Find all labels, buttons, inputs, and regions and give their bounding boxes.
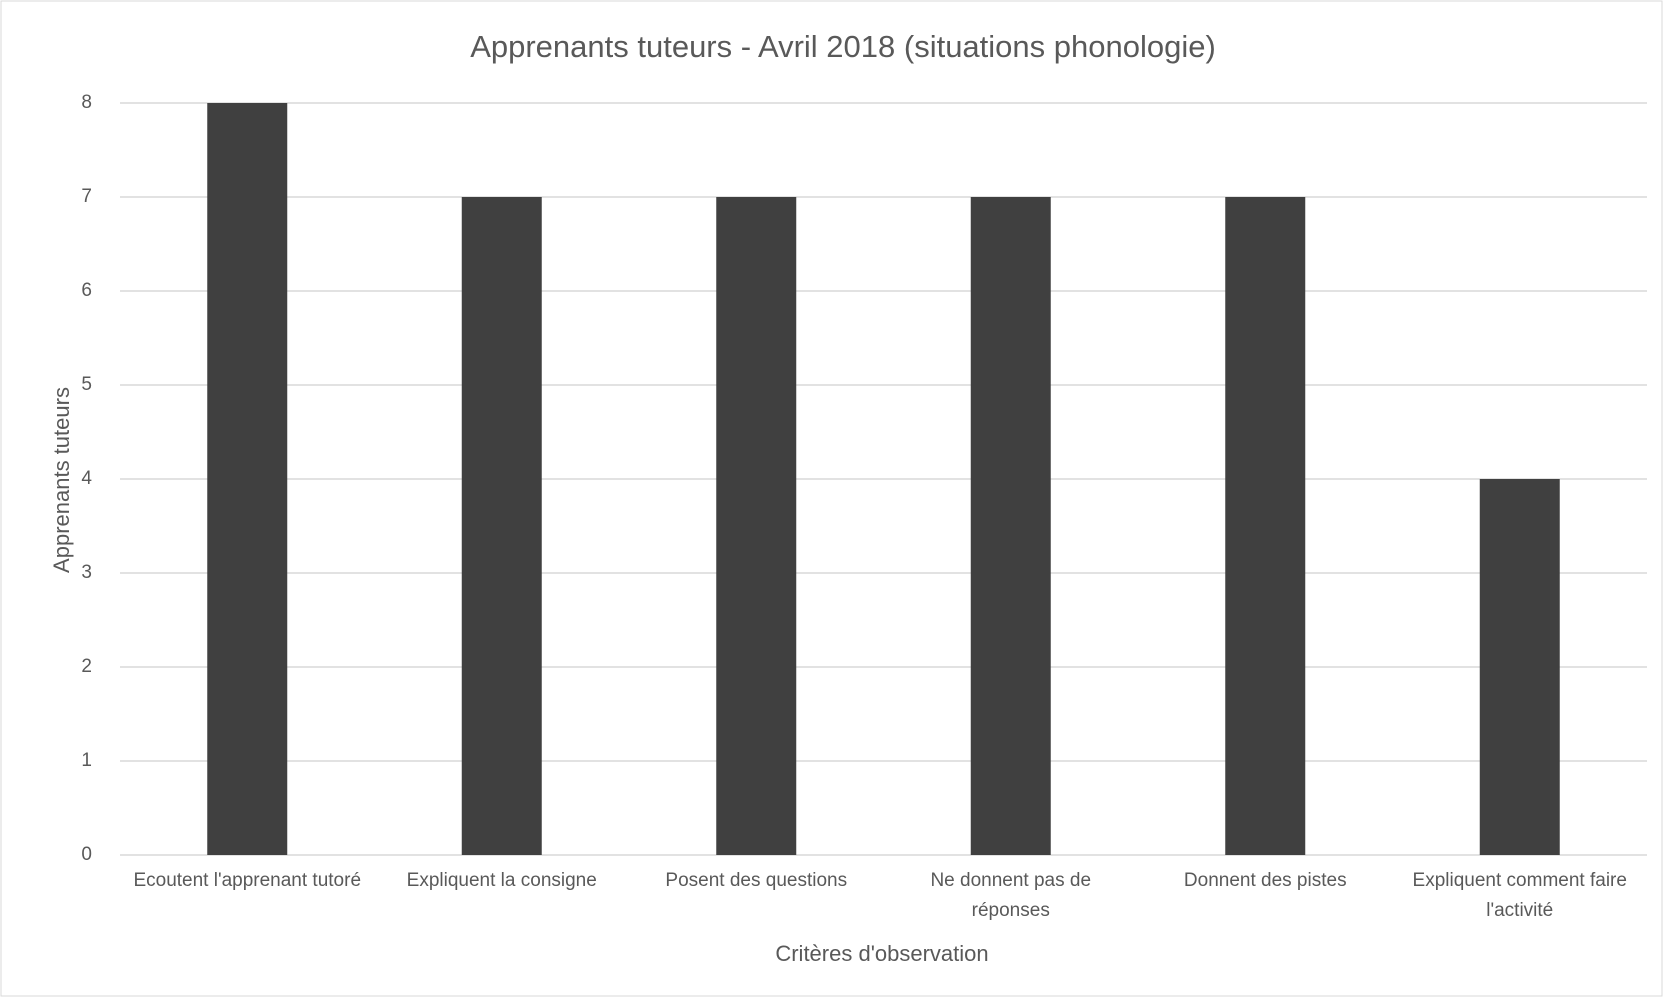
y-tick-label: 5 [81, 374, 92, 395]
y-tick-label: 4 [81, 468, 92, 489]
bar [1225, 197, 1306, 855]
bar [970, 197, 1051, 855]
bar [461, 197, 542, 855]
bar [716, 197, 797, 855]
bar [207, 103, 288, 855]
y-tick-label: 7 [81, 186, 92, 207]
x-tick-label: Ecoutent l'apprenant tutoré [133, 870, 362, 891]
y-tick-label: 6 [81, 280, 92, 301]
y-axis-title: Apprenants tuteurs [49, 387, 74, 573]
y-tick-label: 1 [81, 750, 92, 771]
x-tick-label: Donnent des pistes [1183, 870, 1347, 891]
x-tick-label: Expliquent la consigne [406, 870, 597, 891]
x-tick-label: Expliquent comment faire l'activité [1412, 870, 1627, 921]
x-tick-label: Posent des questions [665, 870, 848, 891]
chart-title: Apprenants tuteurs - Avril 2018 (situati… [470, 29, 1216, 64]
y-tick-label: 3 [81, 562, 92, 583]
bar [1479, 479, 1560, 855]
y-tick-label: 0 [81, 844, 92, 865]
y-tick-label: 2 [81, 656, 92, 677]
x-tick-label: Ne donnent pas de réponses [930, 870, 1092, 921]
y-tick-label: 8 [81, 92, 92, 113]
x-axis-title: Critères d'observation [775, 941, 988, 966]
